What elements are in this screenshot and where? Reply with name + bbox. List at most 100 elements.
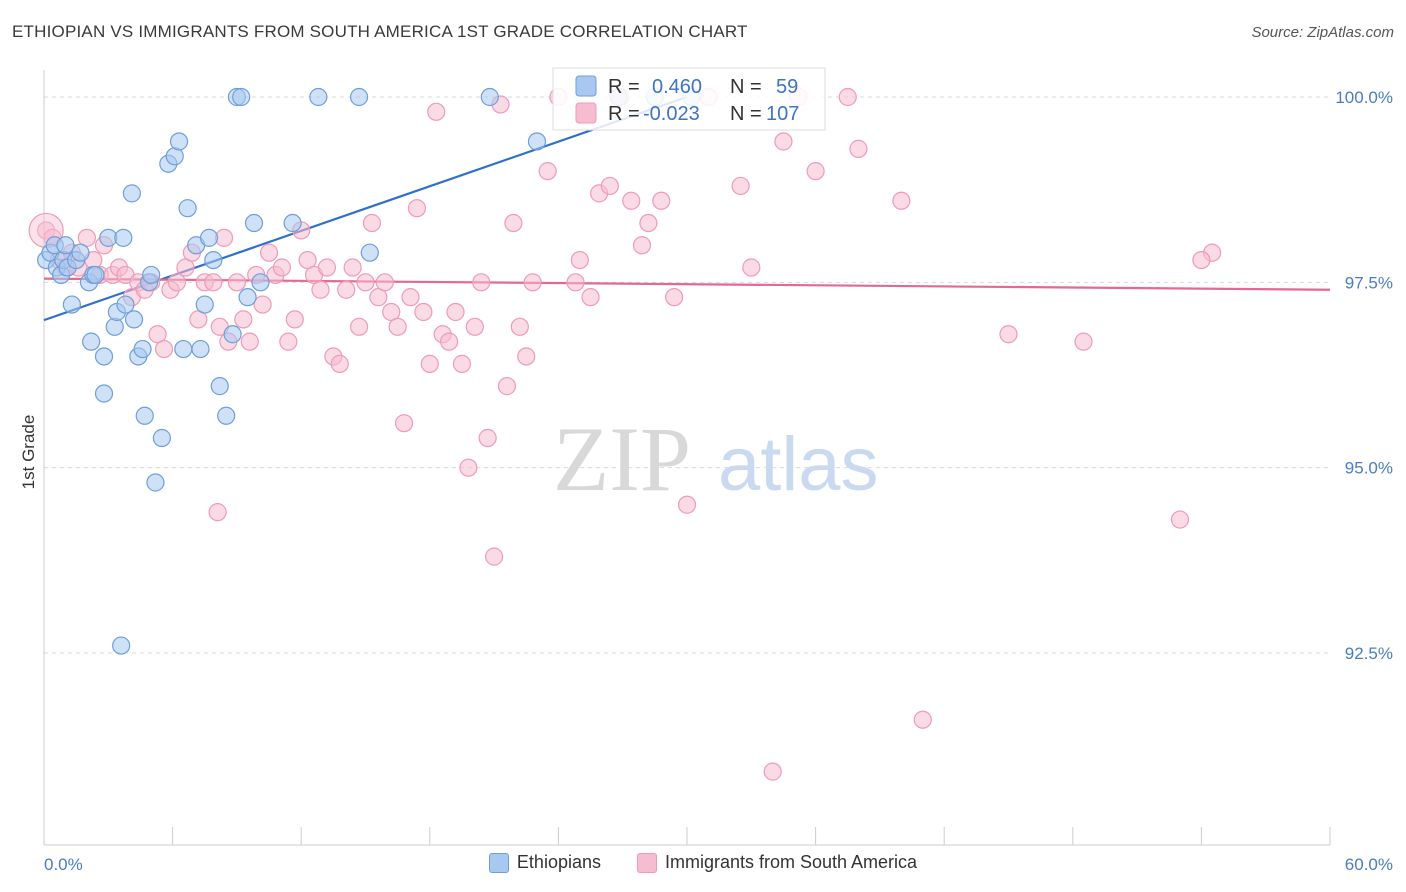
point-immigrants-south-america bbox=[731, 176, 750, 196]
point-immigrants-south-america bbox=[154, 339, 174, 359]
point-immigrants-south-america bbox=[600, 176, 619, 196]
point-immigrants-south-america bbox=[510, 317, 529, 336]
source-credit: Source: ZipAtlas.com bbox=[1251, 24, 1394, 41]
point-ethiopian bbox=[112, 636, 131, 655]
point-immigrants-south-america bbox=[763, 762, 782, 781]
point-immigrants-south-america bbox=[892, 191, 911, 210]
point-ethiopian bbox=[232, 87, 251, 107]
point-immigrants-south-america bbox=[427, 102, 446, 121]
point-ethiopian bbox=[174, 339, 193, 359]
point-ethiopian bbox=[133, 339, 152, 359]
legend-swatch-immigrants bbox=[575, 102, 597, 124]
point-immigrants-south-america bbox=[439, 332, 459, 351]
point-ethiopian bbox=[309, 87, 328, 107]
point-immigrants-south-america bbox=[570, 250, 589, 270]
point-ethiopian bbox=[210, 377, 229, 396]
legend-r-value-1: 0.460 bbox=[652, 76, 702, 98]
point-immigrants-south-america bbox=[167, 273, 186, 292]
point-immigrants-south-america bbox=[452, 354, 472, 373]
y-tick-label: 95.0% bbox=[1345, 459, 1393, 478]
point-ethiopian bbox=[191, 339, 210, 359]
point-immigrants-south-america bbox=[485, 547, 504, 566]
point-immigrants-south-america bbox=[1192, 250, 1211, 270]
watermark: ZIP atlas bbox=[553, 408, 879, 510]
point-ethiopian bbox=[105, 317, 124, 336]
y-tick-label: 92.5% bbox=[1345, 644, 1393, 663]
point-ethiopian bbox=[169, 132, 189, 151]
point-ethiopian bbox=[527, 132, 547, 151]
x-tick-label: 0.0% bbox=[44, 855, 83, 874]
point-immigrants-south-america bbox=[806, 162, 825, 181]
point-immigrants-south-america bbox=[538, 162, 557, 181]
point-immigrants-south-america bbox=[504, 213, 523, 233]
legend-label-immigrants: Immigrants from South America bbox=[664, 852, 918, 872]
point-immigrants-south-america bbox=[272, 258, 292, 277]
point-immigrants-south-america bbox=[472, 273, 491, 292]
point-immigrants-south-america bbox=[913, 710, 932, 729]
point-immigrants-south-america bbox=[742, 258, 761, 277]
point-ethiopian bbox=[223, 325, 242, 344]
swatch-ethiopians bbox=[488, 852, 509, 873]
point-immigrants-south-america bbox=[523, 273, 542, 292]
point-ethiopian bbox=[71, 243, 90, 262]
point-ethiopian bbox=[122, 184, 141, 203]
point-immigrants-south-america bbox=[259, 243, 279, 262]
legend-r-label-1: R = bbox=[608, 76, 640, 98]
watermark-zip: ZIP bbox=[553, 408, 691, 510]
legend-n-value-2: 107 bbox=[766, 103, 799, 125]
point-immigrants-south-america bbox=[1074, 332, 1093, 351]
point-immigrants-south-america bbox=[581, 288, 600, 307]
point-immigrants-south-america bbox=[999, 325, 1018, 344]
point-ethiopian bbox=[146, 473, 165, 492]
point-immigrants-south-america bbox=[478, 428, 497, 448]
point-ethiopian bbox=[94, 347, 114, 366]
point-immigrants-south-america bbox=[234, 310, 253, 329]
point-immigrants-south-america bbox=[1170, 510, 1190, 529]
point-immigrants-south-america bbox=[566, 273, 585, 292]
point-immigrants-south-america bbox=[279, 332, 298, 351]
watermark-atlas: atlas bbox=[718, 422, 879, 507]
point-ethiopian bbox=[360, 243, 379, 262]
series-legend: Ethiopians Immigrants from South America bbox=[0, 852, 1406, 873]
point-ethiopian bbox=[86, 265, 105, 285]
point-immigrants-south-america bbox=[337, 280, 356, 299]
point-immigrants-south-america bbox=[227, 273, 246, 292]
point-immigrants-south-america bbox=[388, 317, 407, 336]
legend-r-value-2: -0.023 bbox=[643, 103, 700, 125]
point-immigrants-south-america bbox=[349, 317, 369, 336]
point-immigrants-south-america bbox=[677, 495, 697, 514]
point-ethiopian bbox=[283, 213, 302, 233]
point-immigrants-south-america bbox=[622, 191, 641, 210]
points-ethiopians bbox=[37, 87, 701, 655]
legend-item-ethiopians[interactable]: Ethiopians bbox=[488, 852, 601, 873]
point-immigrants-south-america bbox=[343, 258, 362, 277]
point-immigrants-south-america bbox=[407, 199, 427, 218]
axes bbox=[43, 70, 1331, 846]
point-immigrants-south-america bbox=[311, 280, 330, 299]
point-ethiopian bbox=[199, 228, 219, 247]
point-immigrants-south-america bbox=[420, 354, 439, 373]
y-axis-title: 1st Grade bbox=[19, 415, 38, 490]
point-ethiopian bbox=[204, 250, 223, 270]
point-immigrants-south-america bbox=[204, 273, 223, 292]
point-immigrants-south-america bbox=[632, 236, 652, 255]
point-ethiopian bbox=[82, 332, 101, 351]
point-immigrants-south-america bbox=[774, 132, 793, 151]
point-immigrants-south-america bbox=[208, 503, 227, 522]
point-ethiopian bbox=[62, 295, 81, 314]
gridlines bbox=[44, 96, 1330, 654]
x-tick-label: 60.0% bbox=[1345, 855, 1393, 874]
point-immigrants-south-america bbox=[285, 310, 304, 329]
point-ethiopian bbox=[217, 406, 236, 425]
point-ethiopian bbox=[56, 236, 75, 255]
point-ethiopian bbox=[251, 273, 270, 292]
point-immigrants-south-america bbox=[849, 139, 868, 158]
point-immigrants-south-america bbox=[317, 258, 337, 277]
point-immigrants-south-america bbox=[362, 213, 382, 233]
legend-item-immigrants[interactable]: Immigrants from South America bbox=[636, 852, 918, 873]
point-immigrants-south-america bbox=[446, 302, 465, 322]
legend-n-label-1: N = bbox=[730, 76, 762, 98]
y-tick-label: 97.5% bbox=[1345, 273, 1393, 292]
point-immigrants-south-america bbox=[517, 347, 536, 366]
point-immigrants-south-america bbox=[394, 414, 414, 433]
